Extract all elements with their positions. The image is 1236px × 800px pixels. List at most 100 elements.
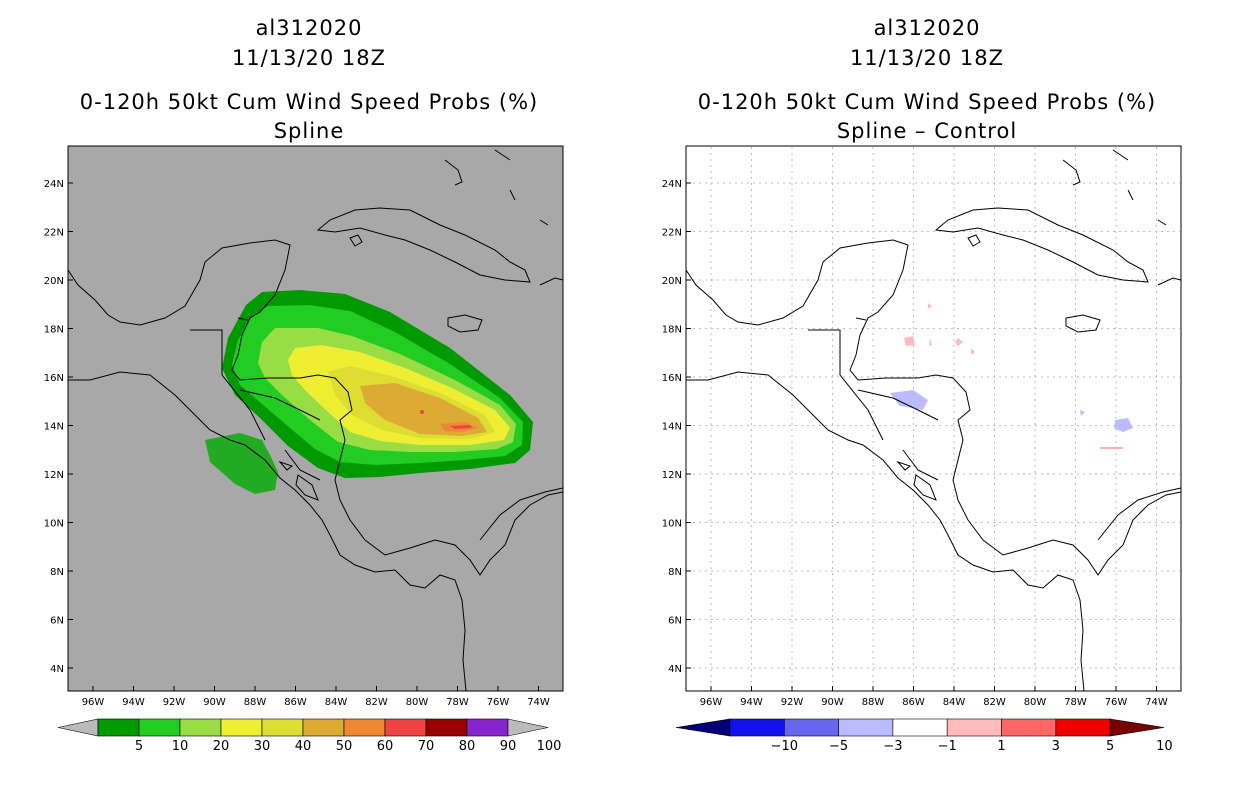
lat-tick-label: 16N [44,373,64,384]
diff-pink-patch [904,336,915,346]
lat-tick-label: 22N [662,228,682,239]
date-label: 11/13/20 18Z [231,46,387,70]
lon-tick-label: 96W [82,697,105,708]
difference-contours [890,303,1133,449]
colorbar-swatch [425,718,468,737]
lat-tick-label: 24N [662,179,682,190]
lat-tick-label: 12N [44,470,64,481]
map-background [685,145,1182,692]
lon-tick-label: 92W [163,697,186,708]
lon-tick-label: 74W [1145,697,1168,708]
right-map: 24N 22N 20N 18N 16N 14N 12N 10N 8N 6N 4N 96W 94W 92W… [662,145,1182,754]
colorbar-swatch [892,718,948,737]
colorbar-label: 1 [997,739,1005,754]
diff-blue-patch [890,390,928,410]
colorbar-swatch [97,718,140,737]
lat-tick-label: 20N [662,276,682,287]
lat-tick-label: 14N [662,422,682,433]
probability-contours [205,290,533,494]
colorbar-label: −1 [938,739,957,754]
coastlines [685,149,1182,692]
colorbar-swatch [1055,718,1111,737]
colorbar-label: 60 [377,739,394,754]
lon-tick-label: 90W [821,697,844,708]
lon-tick-label: 88W [244,697,267,708]
colorbar-swatch [784,718,839,737]
lon-tick-label: 84W [325,697,348,708]
colorbar-swatch [838,718,894,737]
lat-tick-label: 16N [662,373,682,384]
colorbar-label: 5 [1106,739,1114,754]
colorbar-label: −5 [829,739,848,754]
lat-tick-label: 24N [44,179,64,190]
colorbar-label: 80 [459,739,476,754]
lon-tick-label: 76W [1105,697,1128,708]
lat-tick-label: 20N [44,276,64,287]
colorbar-swatch [138,718,181,737]
lat-tick-label: 14N [44,422,64,433]
longitude-ticks: 96W 94W 92W 90W 88W 86W 84W 82W 80W 78W 76W 74W [700,686,1168,708]
date-label: 11/13/20 18Z [849,46,1005,70]
colorbar-swatch [507,718,549,737]
colorbar-swatch [946,718,1002,737]
diff-pink-patch [971,348,975,355]
storm-id: al312020 [873,16,981,40]
colorbar-swatch [179,718,222,737]
colorbar-label: −3 [883,739,902,754]
colorbar-swatch [384,718,427,737]
coastlines [67,149,564,692]
latitude-ticks: 24N 22N 20N 18N 16N 14N 12N 10N 8N 6N 4N [44,179,73,675]
lon-tick-label: 80W [406,697,429,708]
colorbar-swatch [220,718,263,737]
colorbar: 5 10 20 30 40 50 60 70 80 90 100 [57,718,562,754]
colorbar-label: 70 [418,739,435,754]
colorbar-swatch [57,718,99,737]
lat-tick-label: 22N [44,228,64,239]
contour-spot [420,410,424,414]
lat-tick-label: 4N [668,664,682,675]
colorbar: −10 −5 −3 −1 1 3 5 10 [675,718,1173,754]
colorbar-swatch [729,718,785,737]
lat-tick-label: 18N [662,325,682,336]
left-map: 24N 22N 20N 18N 16N 14N 12N 10N 8N 6N 4N 96W 94W 92W… [44,145,564,754]
storm-id: al312020 [255,16,363,40]
lat-tick-label: 8N [668,567,682,578]
colorbar-swatch [1109,718,1165,737]
colorbar-label: −10 [771,739,798,754]
lon-tick-label: 74W [527,697,550,708]
lat-tick-label: 6N [668,616,682,627]
lat-tick-label: 8N [50,567,64,578]
diff-pink-patch [928,303,932,309]
plot-subtitle: Spline [273,119,345,143]
left-panel: al312020 11/13/20 18Z 0-120h 50kt Cum Wi… [44,16,564,754]
colorbar-label: 10 [1156,739,1173,754]
lon-tick-label: 76W [487,697,510,708]
diff-pink-patch [929,338,932,346]
lat-tick-label: 12N [662,470,682,481]
colorbar-label: 10 [172,739,189,754]
colorbar-swatch [466,718,509,737]
colorbar-label: 50 [336,739,353,754]
lon-tick-label: 88W [862,697,885,708]
lat-tick-label: 18N [44,325,64,336]
colorbar-swatch [302,718,345,737]
latitude-ticks: 24N 22N 20N 18N 16N 14N 12N 10N 8N 6N 4N [662,179,691,675]
colorbar-label: 40 [295,739,312,754]
colorbar-swatch [1001,718,1057,737]
lon-tick-label: 92W [781,697,804,708]
lon-tick-label: 82W [365,697,388,708]
colorbar-label: 90 [500,739,517,754]
dotted-grid [687,147,1180,690]
lon-tick-label: 86W [902,697,925,708]
colorbar-label: 100 [537,739,562,754]
diff-blue-patch [1080,410,1085,416]
diff-blue-patch [1114,418,1133,432]
contour-80 [450,425,472,429]
colorbar-label: 3 [1052,739,1060,754]
lat-tick-label: 4N [50,664,64,675]
colorbar-swatch [675,718,731,737]
plot-title: 0-120h 50kt Cum Wind Speed Probs (%) [697,90,1157,114]
lat-tick-label: 10N [662,519,682,530]
lon-tick-label: 82W [983,697,1006,708]
lon-tick-label: 94W [122,697,145,708]
